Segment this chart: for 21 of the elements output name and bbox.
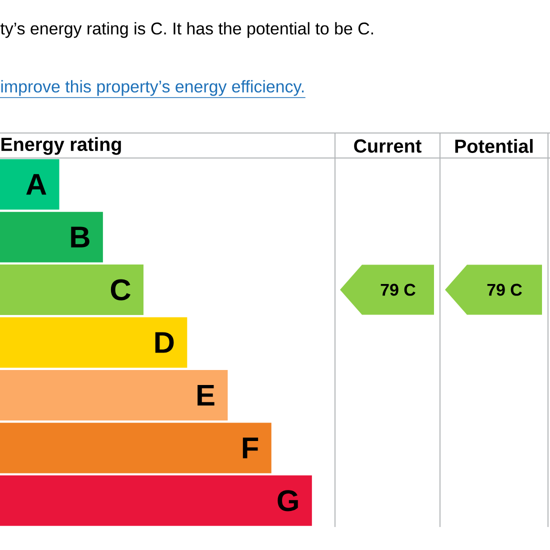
bar xyxy=(0,475,312,526)
text: 79 C xyxy=(487,284,522,296)
bar xyxy=(0,264,144,316)
text: Current xyxy=(354,139,422,153)
y-tick-label: E xyxy=(198,384,214,406)
bar xyxy=(0,212,103,262)
y-tick-label: D xyxy=(155,332,174,353)
chart-title: ty’s energy rating is C. It has the potential to be C. xyxy=(0,22,373,38)
text: Energy rating xyxy=(1,137,121,155)
bar xyxy=(0,370,228,420)
bar xyxy=(0,159,60,210)
y-tick-label: G xyxy=(278,490,298,512)
chart-subtitle: improve this property’s energy efficiency. xyxy=(1,80,304,96)
bar xyxy=(0,422,272,474)
y-tick-label: F xyxy=(242,438,258,458)
y-tick-label: B xyxy=(71,226,90,248)
bar xyxy=(0,317,188,368)
y-tick-label: C xyxy=(110,279,130,300)
text: 79 C xyxy=(380,284,416,296)
text: Potential xyxy=(455,139,533,153)
y-tick-label: A xyxy=(26,174,46,195)
